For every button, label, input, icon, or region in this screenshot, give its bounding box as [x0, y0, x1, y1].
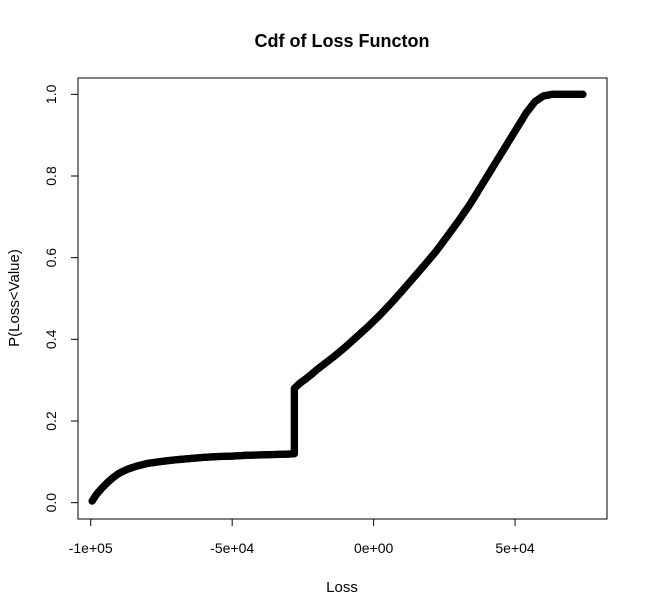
- y-axis-label: P(Loss<Value): [6, 249, 23, 347]
- y-tick-label: 0.8: [43, 166, 59, 186]
- y-axis: 0.0 0.2 0.4 0.6 0.8 1.0: [43, 84, 79, 513]
- x-tick-label: -5e+04: [210, 540, 254, 556]
- data-points: [88, 90, 587, 505]
- x-axis-label: Loss: [326, 579, 358, 596]
- chart-title: Cdf of Loss Functon: [255, 31, 430, 51]
- x-tick-label: 0e+00: [354, 540, 394, 556]
- data-point: [579, 90, 587, 99]
- y-tick-label: 1.0: [43, 84, 59, 104]
- y-tick-label: 0.2: [43, 411, 59, 431]
- y-tick-label: 0.4: [43, 329, 59, 349]
- x-tick-label: -1e+05: [69, 540, 113, 556]
- x-axis: -1e+05 -5e+04 0e+00 5e+04: [69, 518, 535, 556]
- x-tick-label: 5e+04: [495, 540, 535, 556]
- y-tick-label: 0.6: [43, 248, 59, 268]
- y-tick-label: 0.0: [43, 493, 59, 513]
- plot-frame: [77, 77, 608, 520]
